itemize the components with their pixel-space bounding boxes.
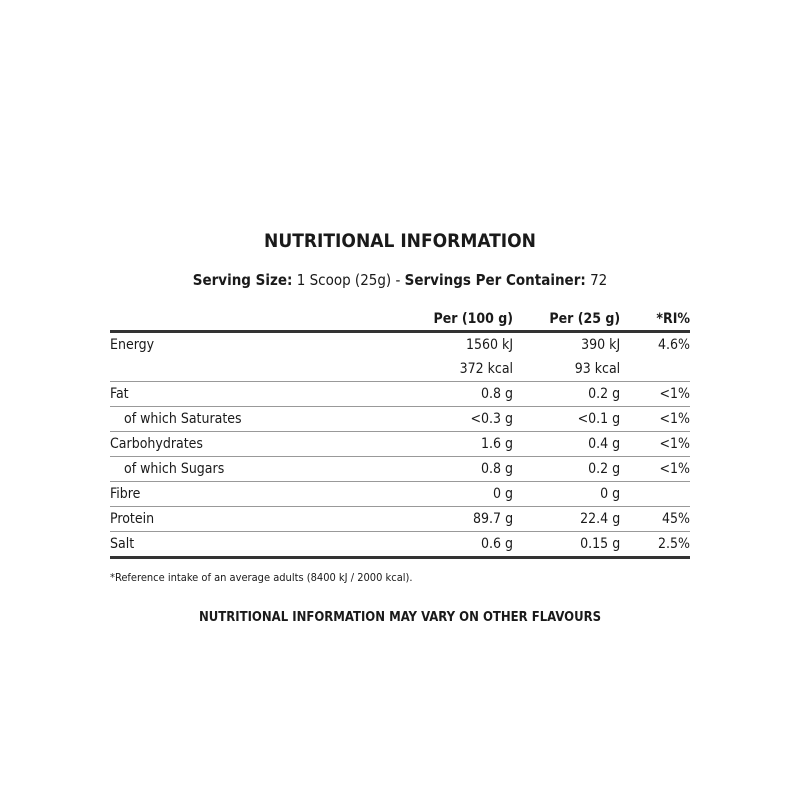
- cell-ri: <1%: [620, 381, 690, 407]
- nutrition-table: Per (100 g) Per (25 g) *RI% Energy 1560 k…: [110, 307, 690, 559]
- cell-per100: 0.6 g: [405, 531, 514, 559]
- table-row: Energy 1560 kJ 390 kJ 4.6%: [110, 332, 690, 358]
- header-ri: *RI%: [620, 307, 690, 333]
- header-per25: Per (25 g): [513, 307, 621, 333]
- cell-ri: [620, 481, 690, 507]
- cell-per25: 0.2 g: [513, 381, 621, 407]
- header-label: [110, 307, 406, 333]
- table-row: Salt 0.6 g 0.15 g 2.5%: [110, 531, 690, 559]
- page-title: NUTRITIONAL INFORMATION: [264, 230, 536, 252]
- cell-label: Protein: [110, 506, 406, 532]
- cell-per100: 1.6 g: [405, 431, 514, 457]
- cell-per100: 0.8 g: [405, 456, 514, 482]
- cell-per25: <0.1 g: [513, 406, 621, 432]
- cell-label: Fibre: [110, 481, 406, 507]
- cell-ri: 4.6%: [658, 337, 690, 353]
- cell-per100: 89.7 g: [405, 506, 514, 532]
- serving-size-label: Serving Size:: [192, 271, 293, 289]
- cell-label: Fat: [110, 381, 406, 407]
- cell-ri: <1%: [620, 406, 690, 432]
- cell-label: Energy: [110, 337, 155, 353]
- table-row: 372 kcal 93 kcal: [110, 357, 690, 382]
- cell-per100: 0 g: [405, 481, 514, 507]
- cell-per100: 0.8 g: [405, 381, 514, 407]
- cell-ri: 2.5%: [620, 531, 690, 559]
- servings-label: Servings Per Container:: [404, 271, 586, 289]
- cell-per100: 1560 kJ: [466, 337, 514, 353]
- cell-ri: <1%: [620, 431, 690, 457]
- disclaimer: NUTRITIONAL INFORMATION MAY VARY ON OTHE…: [198, 610, 602, 625]
- table-header: Per (100 g) Per (25 g) *RI%: [110, 307, 690, 333]
- cell-per25: 390 kJ: [581, 337, 621, 353]
- cell-per25: 0 g: [513, 481, 621, 507]
- servings-value: 72: [585, 271, 608, 289]
- cell-per25: 0.4 g: [513, 431, 621, 457]
- cell-label: [110, 357, 406, 382]
- cell-ri: <1%: [620, 456, 690, 482]
- cell-per100: 372 kcal: [405, 357, 514, 382]
- cell-ri: [620, 357, 690, 382]
- table-row: of which Saturates <0.3 g <0.1 g <1%: [110, 406, 690, 432]
- cell-per25: 0.15 g: [513, 531, 621, 559]
- cell-label: Salt: [110, 531, 406, 559]
- table-row: Carbohydrates 1.6 g 0.4 g <1%: [110, 431, 690, 457]
- cell-label: of which Saturates: [110, 406, 406, 432]
- table-row: Protein 89.7 g 22.4 g 45%: [110, 506, 690, 532]
- table-row: of which Sugars 0.8 g 0.2 g <1%: [110, 456, 690, 482]
- serving-info: Serving Size: 1 Scoop (25g) - Servings P…: [0, 271, 800, 289]
- cell-label: of which Sugars: [110, 456, 406, 482]
- cell-per25: 93 kcal: [513, 357, 621, 382]
- serving-size-value: 1 Scoop (25g) -: [292, 271, 405, 289]
- footnote: *Reference intake of an average adults (…: [110, 571, 413, 584]
- table-row: Fat 0.8 g 0.2 g <1%: [110, 381, 690, 407]
- cell-ri: 45%: [620, 506, 690, 532]
- cell-per100: <0.3 g: [405, 406, 514, 432]
- cell-per25: 22.4 g: [513, 506, 621, 532]
- header-per100: Per (100 g): [405, 307, 514, 333]
- cell-per25: 0.2 g: [513, 456, 621, 482]
- cell-label: Carbohydrates: [110, 431, 406, 457]
